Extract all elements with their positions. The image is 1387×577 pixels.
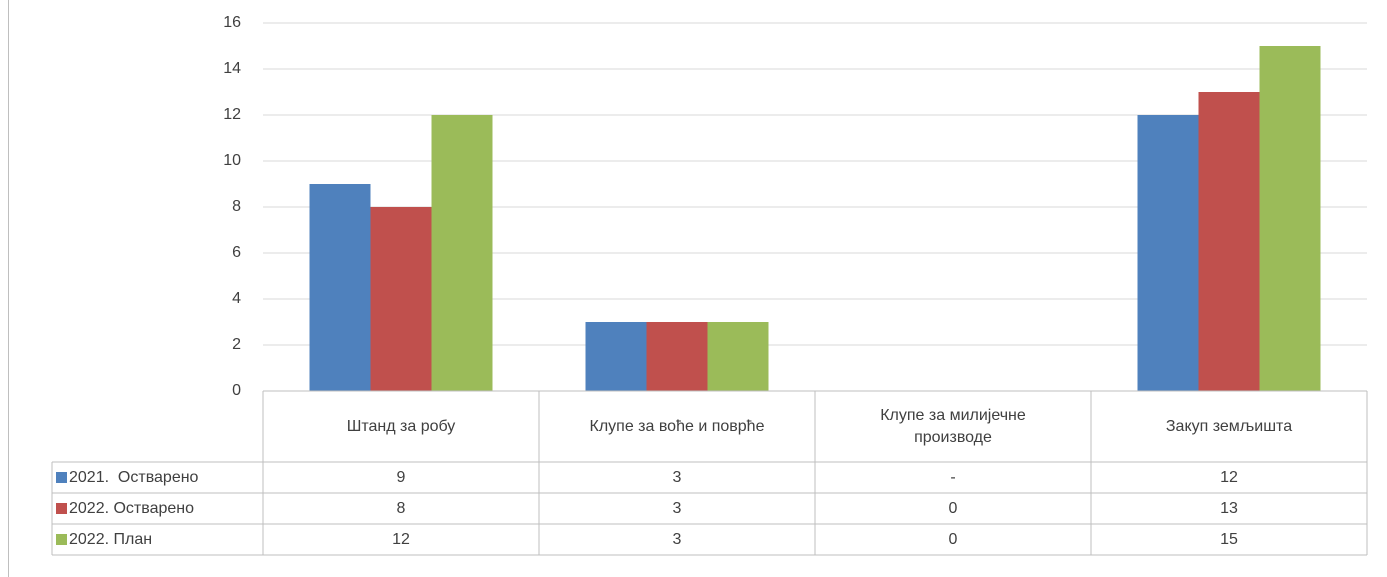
legend-swatch xyxy=(56,472,67,483)
table-value: 12 xyxy=(1220,468,1238,486)
table-value: - xyxy=(950,468,956,486)
category-label: Клупе за воће и поврће xyxy=(589,417,765,435)
bar xyxy=(370,207,432,391)
table-value: 15 xyxy=(1220,530,1238,548)
table-value: 12 xyxy=(392,530,410,548)
bar xyxy=(1198,92,1260,391)
legend-label: 2022. Остварено xyxy=(69,500,195,517)
table-value: 0 xyxy=(948,530,958,548)
legend-label: 2021. Остварено xyxy=(69,469,199,486)
table-value: 3 xyxy=(672,468,682,486)
bar xyxy=(646,322,708,391)
category-label: Закуп земљишта xyxy=(1165,417,1293,435)
bar xyxy=(1259,46,1321,391)
table-value: 3 xyxy=(672,530,682,548)
table-value: 8 xyxy=(396,499,406,517)
y-tick-label: 14 xyxy=(223,60,241,77)
y-tick-label: 16 xyxy=(223,14,241,31)
y-tick-label: 4 xyxy=(232,290,241,307)
bar xyxy=(1137,115,1199,391)
bar xyxy=(431,115,493,391)
legend-swatch xyxy=(56,534,67,545)
y-tick-label: 12 xyxy=(223,106,241,123)
legend-swatch xyxy=(56,503,67,514)
legend-label: 2022. План xyxy=(69,531,153,548)
bar xyxy=(585,322,647,391)
bar xyxy=(309,184,371,391)
bar xyxy=(707,322,769,391)
table-value: 3 xyxy=(672,499,682,517)
category-label: Клупе за милијечне производе xyxy=(880,406,1026,446)
y-tick-label: 10 xyxy=(223,152,241,169)
table-value: 13 xyxy=(1220,499,1238,517)
y-tick-label: 2 xyxy=(232,336,241,353)
y-tick-label: 8 xyxy=(232,198,241,215)
y-tick-label: 0 xyxy=(232,382,241,399)
y-tick-label: 6 xyxy=(232,244,241,261)
table-value: 9 xyxy=(396,468,406,486)
category-label: Штанд за робу xyxy=(346,417,456,435)
table-value: 0 xyxy=(948,499,958,517)
